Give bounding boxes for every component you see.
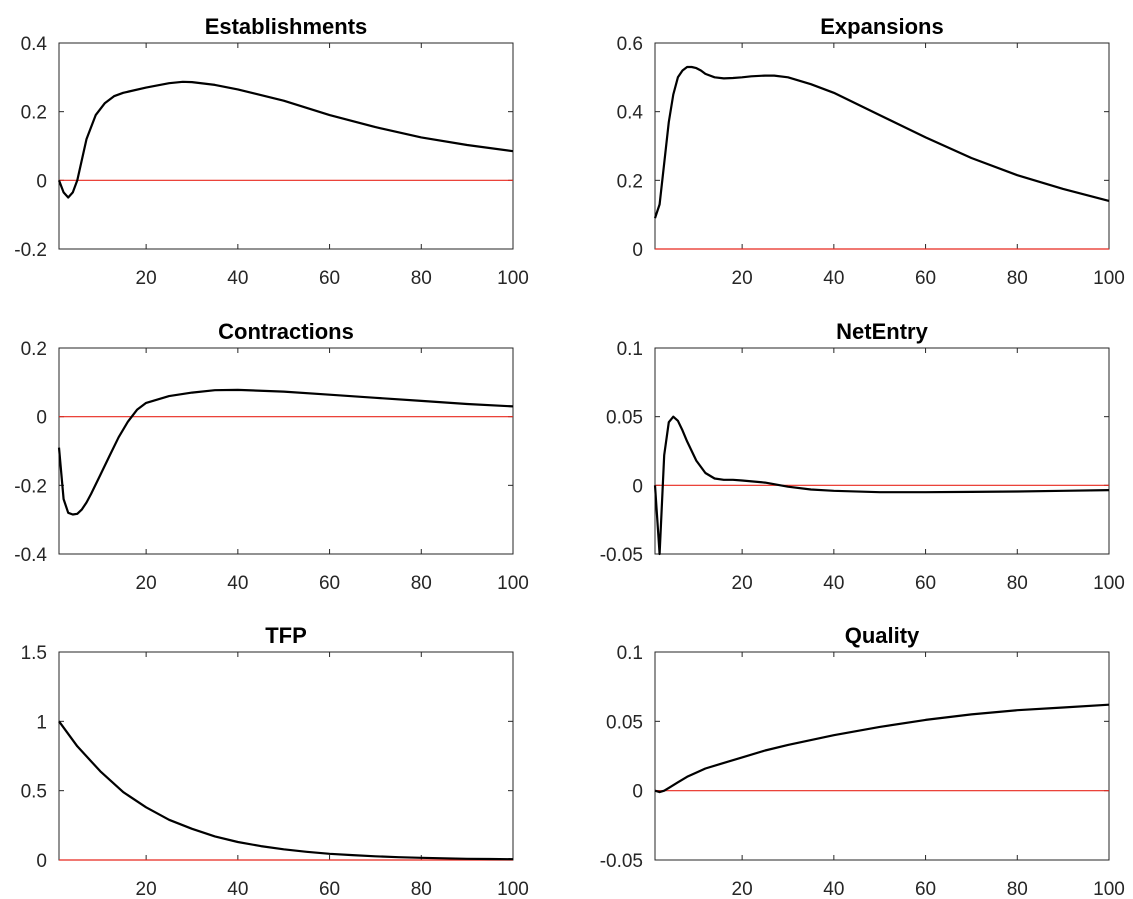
panel-title: Quality [845,623,920,648]
x-tick-label: 20 [136,573,157,594]
y-tick-label: 0.5 [21,782,47,803]
axes-box [654,347,1110,555]
y-tick-label: 0 [36,171,47,192]
series-line [57,80,514,199]
y-tick-label: 0.1 [617,643,643,664]
x-tick-label: 100 [1093,268,1125,289]
x-tick-label: 20 [136,268,157,289]
y-tick-label: -0.4 [14,545,47,566]
y-tick-label: -0.2 [14,240,47,261]
y-tick-label: 0.1 [617,339,643,360]
x-tick-label: 40 [227,879,248,899]
x-tick-label: 40 [823,573,844,594]
x-tick-label: 80 [411,879,432,899]
x-tick-label: 20 [732,879,753,899]
x-tick-label: 80 [411,573,432,594]
axes-box [58,42,514,250]
y-tick-label: 0.2 [617,171,643,192]
panel-tfp: TFP 0 0.5 1 1.5 20 40 60 80 100 [21,623,529,899]
panel-title: Contractions [218,319,354,344]
x-tick-label: 80 [411,268,432,289]
x-tick-label: 20 [732,573,753,594]
x-tick-label: 40 [823,268,844,289]
x-tick-label: 100 [1093,879,1125,899]
x-tick-label: 40 [823,879,844,899]
panel-quality: Quality -0.05 0 0.05 0.1 20 40 60 80 100 [600,623,1125,899]
axes-box [58,347,514,555]
x-tick-label: 80 [1007,573,1028,594]
x-tick-label: 20 [732,268,753,289]
panel-netentry: NetEntry -0.05 0 0.05 0.1 20 40 60 80 100 [600,319,1125,594]
x-tick-label: 60 [915,573,936,594]
y-tick-label: 0 [632,476,643,497]
x-tick-label: 100 [497,268,529,289]
y-tick-label: 0.2 [21,103,47,124]
y-tick-label: -0.05 [600,851,643,872]
x-tick-label: 60 [319,573,340,594]
axes-box [654,651,1110,861]
x-tick-label: 60 [319,879,340,899]
axes-box [654,42,1110,250]
x-tick-label: 100 [497,573,529,594]
axes-box [58,651,514,861]
series-line [57,388,514,516]
x-tick-label: 80 [1007,879,1028,899]
panel-establishments: Establishments -0.2 0 0.2 0.4 20 40 60 80 100 [14,14,529,289]
series-line [653,415,1110,556]
y-tick-label: 1 [36,712,47,733]
panel-title: Expansions [820,14,943,39]
y-tick-label: 1.5 [21,643,47,664]
y-tick-label: -0.2 [14,476,47,497]
series-line [58,720,514,861]
y-tick-label: 0 [632,240,643,261]
y-tick-label: 0 [36,851,47,872]
y-tick-label: 0 [36,408,47,429]
x-tick-label: 60 [915,268,936,289]
x-tick-label: 40 [227,268,248,289]
x-tick-label: 60 [319,268,340,289]
y-tick-label: 0.4 [617,103,644,124]
y-tick-label: 0.05 [606,408,643,429]
x-tick-label: 60 [915,879,936,899]
panel-contractions: Contractions -0.4 -0.2 0 0.2 20 40 60 80 100 [14,319,529,594]
x-tick-label: 100 [497,879,529,899]
panel-title: TFP [265,623,307,648]
x-tick-label: 80 [1007,268,1028,289]
panel-expansions: Expansions 0 0.2 0.4 0.6 20 40 60 80 100 [617,14,1125,289]
panel-title: NetEntry [836,319,928,344]
panel-title: Establishments [205,14,368,39]
y-tick-label: 0.6 [617,34,643,55]
x-tick-label: 40 [227,573,248,594]
series-line [653,65,1110,219]
y-tick-label: 0.4 [21,34,48,55]
x-tick-label: 20 [136,879,157,899]
y-tick-label: -0.05 [600,545,643,566]
series-line [654,703,1110,794]
x-tick-label: 100 [1093,573,1125,594]
y-tick-label: 0.05 [606,712,643,733]
y-tick-label: 0.2 [21,339,47,360]
y-tick-label: 0 [632,782,643,803]
